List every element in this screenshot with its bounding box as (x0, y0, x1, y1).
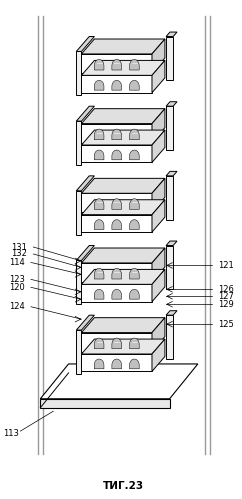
Polygon shape (152, 39, 165, 73)
Polygon shape (76, 246, 94, 260)
Polygon shape (82, 60, 165, 75)
Polygon shape (94, 268, 104, 279)
Polygon shape (166, 102, 177, 106)
Polygon shape (152, 200, 165, 232)
Polygon shape (166, 241, 177, 246)
Text: 129: 129 (218, 300, 234, 309)
Polygon shape (152, 269, 165, 302)
Polygon shape (94, 129, 104, 140)
Polygon shape (129, 338, 139, 349)
Text: 124: 124 (9, 302, 25, 311)
Polygon shape (152, 178, 165, 212)
Polygon shape (82, 130, 165, 145)
Polygon shape (166, 311, 177, 315)
Polygon shape (129, 359, 139, 369)
Polygon shape (94, 338, 104, 349)
Polygon shape (40, 399, 170, 408)
Polygon shape (166, 106, 173, 150)
Polygon shape (82, 178, 165, 193)
Polygon shape (112, 289, 121, 299)
Text: 126: 126 (218, 285, 234, 294)
Text: 121: 121 (218, 261, 234, 270)
Polygon shape (82, 75, 152, 93)
Polygon shape (76, 106, 94, 121)
Polygon shape (112, 359, 121, 369)
Polygon shape (112, 80, 121, 90)
Polygon shape (76, 315, 94, 330)
Polygon shape (112, 338, 121, 349)
Polygon shape (129, 268, 139, 279)
Text: 113: 113 (3, 429, 19, 438)
Polygon shape (94, 220, 104, 230)
Polygon shape (166, 315, 173, 359)
Polygon shape (112, 220, 121, 230)
Polygon shape (82, 318, 165, 333)
Polygon shape (82, 263, 152, 282)
Polygon shape (94, 289, 104, 299)
Polygon shape (94, 150, 104, 160)
Polygon shape (166, 32, 177, 36)
Polygon shape (76, 36, 94, 51)
Polygon shape (152, 318, 165, 351)
Polygon shape (166, 246, 173, 289)
Polygon shape (76, 51, 82, 95)
Polygon shape (112, 129, 121, 140)
Polygon shape (76, 260, 82, 304)
Polygon shape (112, 59, 121, 70)
Polygon shape (76, 330, 82, 374)
Polygon shape (76, 121, 82, 165)
Polygon shape (129, 220, 139, 230)
Polygon shape (112, 199, 121, 210)
Polygon shape (129, 80, 139, 90)
Polygon shape (129, 59, 139, 70)
Polygon shape (82, 215, 152, 232)
Polygon shape (94, 59, 104, 70)
Polygon shape (82, 248, 165, 263)
Polygon shape (82, 54, 152, 73)
Polygon shape (82, 145, 152, 162)
Polygon shape (112, 268, 121, 279)
Polygon shape (129, 129, 139, 140)
Polygon shape (166, 176, 173, 220)
Polygon shape (82, 39, 165, 54)
Polygon shape (129, 289, 139, 299)
Polygon shape (166, 36, 173, 80)
Polygon shape (76, 176, 94, 191)
Text: 120: 120 (9, 283, 25, 292)
Polygon shape (82, 109, 165, 124)
Text: 114: 114 (9, 258, 25, 267)
Text: 132: 132 (12, 250, 27, 258)
Polygon shape (82, 339, 165, 354)
Polygon shape (82, 333, 152, 351)
Polygon shape (152, 60, 165, 93)
Polygon shape (112, 150, 121, 160)
Polygon shape (94, 199, 104, 210)
Polygon shape (166, 171, 177, 176)
Polygon shape (152, 109, 165, 143)
Polygon shape (129, 150, 139, 160)
Polygon shape (76, 191, 82, 235)
Polygon shape (94, 359, 104, 369)
Polygon shape (82, 193, 152, 212)
Text: 127: 127 (218, 292, 234, 301)
Text: 131: 131 (12, 243, 27, 251)
Polygon shape (152, 339, 165, 371)
Polygon shape (82, 284, 152, 302)
Polygon shape (82, 200, 165, 215)
Polygon shape (40, 364, 198, 399)
Polygon shape (82, 269, 165, 284)
Polygon shape (152, 248, 165, 282)
Polygon shape (129, 199, 139, 210)
Text: ΤИГ.23: ΤИГ.23 (103, 481, 144, 491)
Polygon shape (82, 354, 152, 371)
Polygon shape (82, 124, 152, 143)
Polygon shape (94, 80, 104, 90)
Text: 125: 125 (218, 320, 234, 329)
Polygon shape (152, 130, 165, 162)
Text: 123: 123 (9, 275, 25, 284)
